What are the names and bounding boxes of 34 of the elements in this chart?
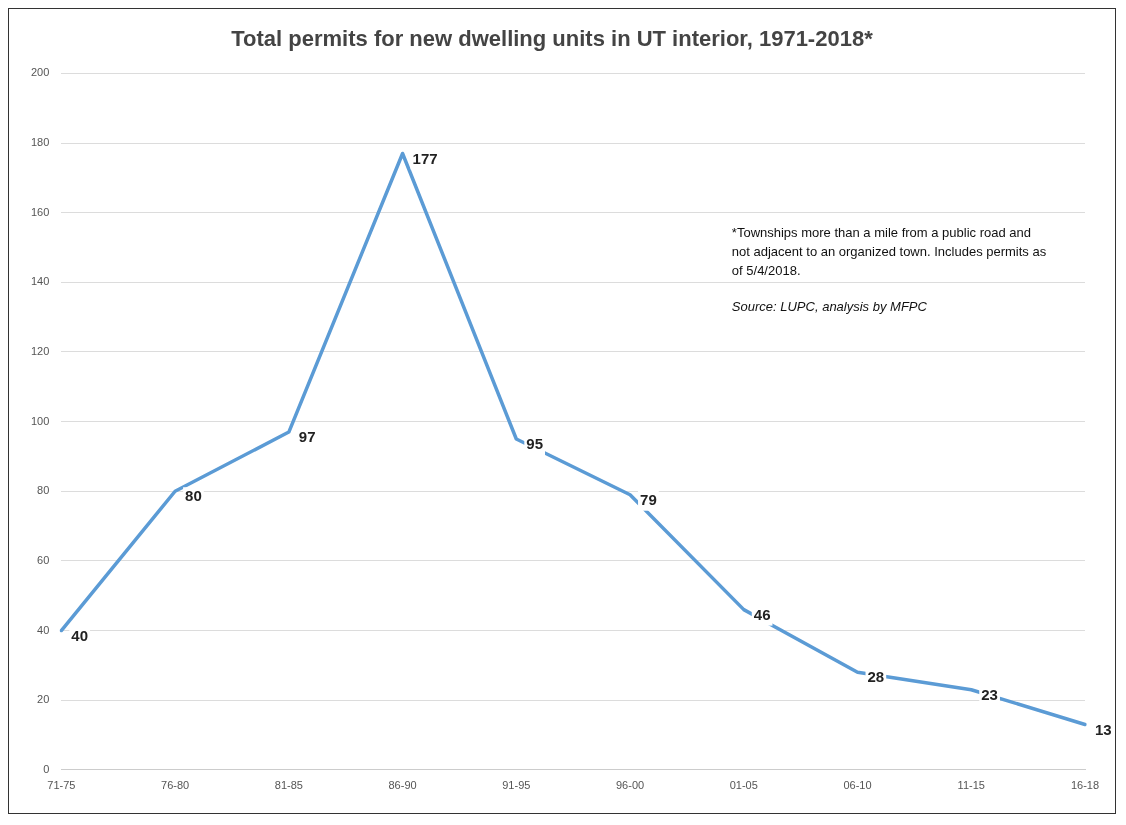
y-tick-label: 160 [30,205,50,218]
data-label: 80 [185,487,202,505]
y-tick-label: 20 [37,693,50,706]
x-tick-label: 91-95 [502,779,531,792]
y-tick-label: 0 [43,762,50,775]
data-label: 177 [412,149,438,167]
x-tick-label: 81-85 [274,779,303,792]
x-tick-label: 86-90 [388,779,417,792]
data-label: 23 [981,685,998,703]
x-tick-label: 76-80 [161,779,190,792]
y-tick-label: 140 [30,275,50,288]
y-tick-label: 40 [37,623,50,636]
y-tick-label: 100 [30,414,50,427]
x-tick-label: 16-18 [1070,779,1100,792]
data-label: 95 [526,435,543,453]
data-label: 13 [1095,720,1112,738]
x-tick-label: 96-00 [615,779,645,792]
y-tick-label: 180 [30,136,50,149]
y-tick-label: 200 [30,66,50,79]
data-label: 46 [753,605,771,623]
annotation: Source: LUPC, analysis by MFPC [731,298,928,314]
data-label: 28 [867,668,885,686]
data-label: 79 [640,490,657,508]
x-tick-label: 11-15 [957,779,985,792]
x-tick-label: 01-05 [729,779,758,792]
data-label: 97 [298,428,316,446]
data-label: 40 [71,626,89,644]
annotation: *Townships more than a mile from a public road and not adjacent to an organized town. Includes permits as of 5/4/2018. [731,224,1047,278]
x-tick-label: 06-10 [843,779,872,792]
x-tick-label: 71-75 [47,779,76,792]
chart-title: Total permits for new dwelling units in UT interior, 1971-2018* [231,26,874,52]
y-tick-label: 60 [37,553,50,566]
y-tick-label: 120 [30,344,50,357]
y-tick-label: 80 [37,484,50,497]
